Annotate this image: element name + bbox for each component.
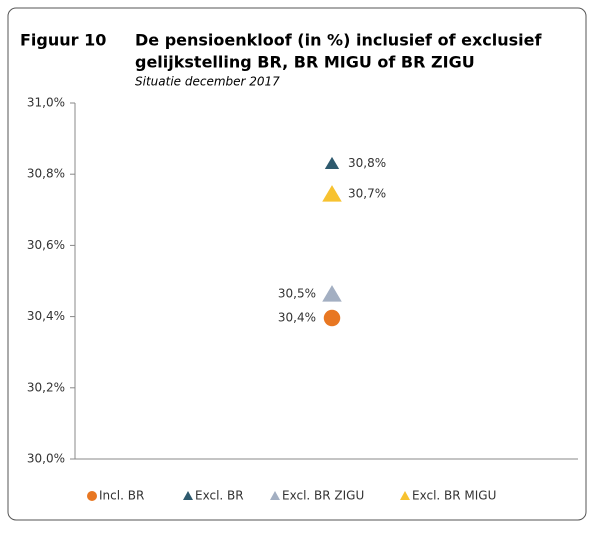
data-label: 30,7% bbox=[348, 187, 386, 201]
y-tick-label: 30,2% bbox=[27, 380, 65, 394]
marker bbox=[322, 285, 342, 302]
data-label: 30,5% bbox=[278, 287, 316, 301]
y-tick-label: 31,0% bbox=[27, 96, 65, 110]
y-tick-label: 30,4% bbox=[27, 309, 65, 323]
legend-marker bbox=[270, 491, 280, 500]
data-label: 30,8% bbox=[348, 156, 386, 170]
legend-label: Incl. BR bbox=[99, 489, 144, 503]
y-tick-label: 30,0% bbox=[27, 452, 65, 466]
legend-marker bbox=[183, 491, 193, 500]
y-tick-label: 30,6% bbox=[27, 238, 65, 252]
frame bbox=[7, 7, 587, 521]
chart-title: De pensioenkloof (in %) inclusief of exc… bbox=[135, 31, 542, 50]
legend-label: Excl. BR bbox=[195, 489, 244, 503]
marker bbox=[323, 309, 341, 327]
legend-label: Excl. BR ZIGU bbox=[282, 489, 364, 503]
legend-marker bbox=[400, 491, 410, 500]
legend-label: Excl. BR MIGU bbox=[412, 489, 496, 503]
marker bbox=[324, 156, 340, 170]
y-tick-label: 30,8% bbox=[27, 167, 65, 181]
legend-marker bbox=[87, 491, 97, 501]
marker bbox=[322, 185, 342, 202]
chart-subtitle: Situatie december 2017 bbox=[135, 75, 280, 89]
figure-label: Figuur 10 bbox=[20, 31, 106, 50]
data-label: 30,4% bbox=[278, 311, 316, 325]
chart-title: gelijkstelling BR, BR MIGU of BR ZIGU bbox=[135, 53, 475, 72]
